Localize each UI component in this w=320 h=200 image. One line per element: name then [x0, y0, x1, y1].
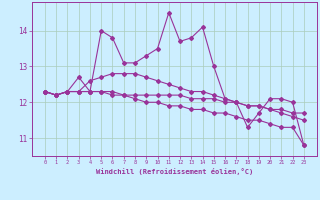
X-axis label: Windchill (Refroidissement éolien,°C): Windchill (Refroidissement éolien,°C) [96, 168, 253, 175]
